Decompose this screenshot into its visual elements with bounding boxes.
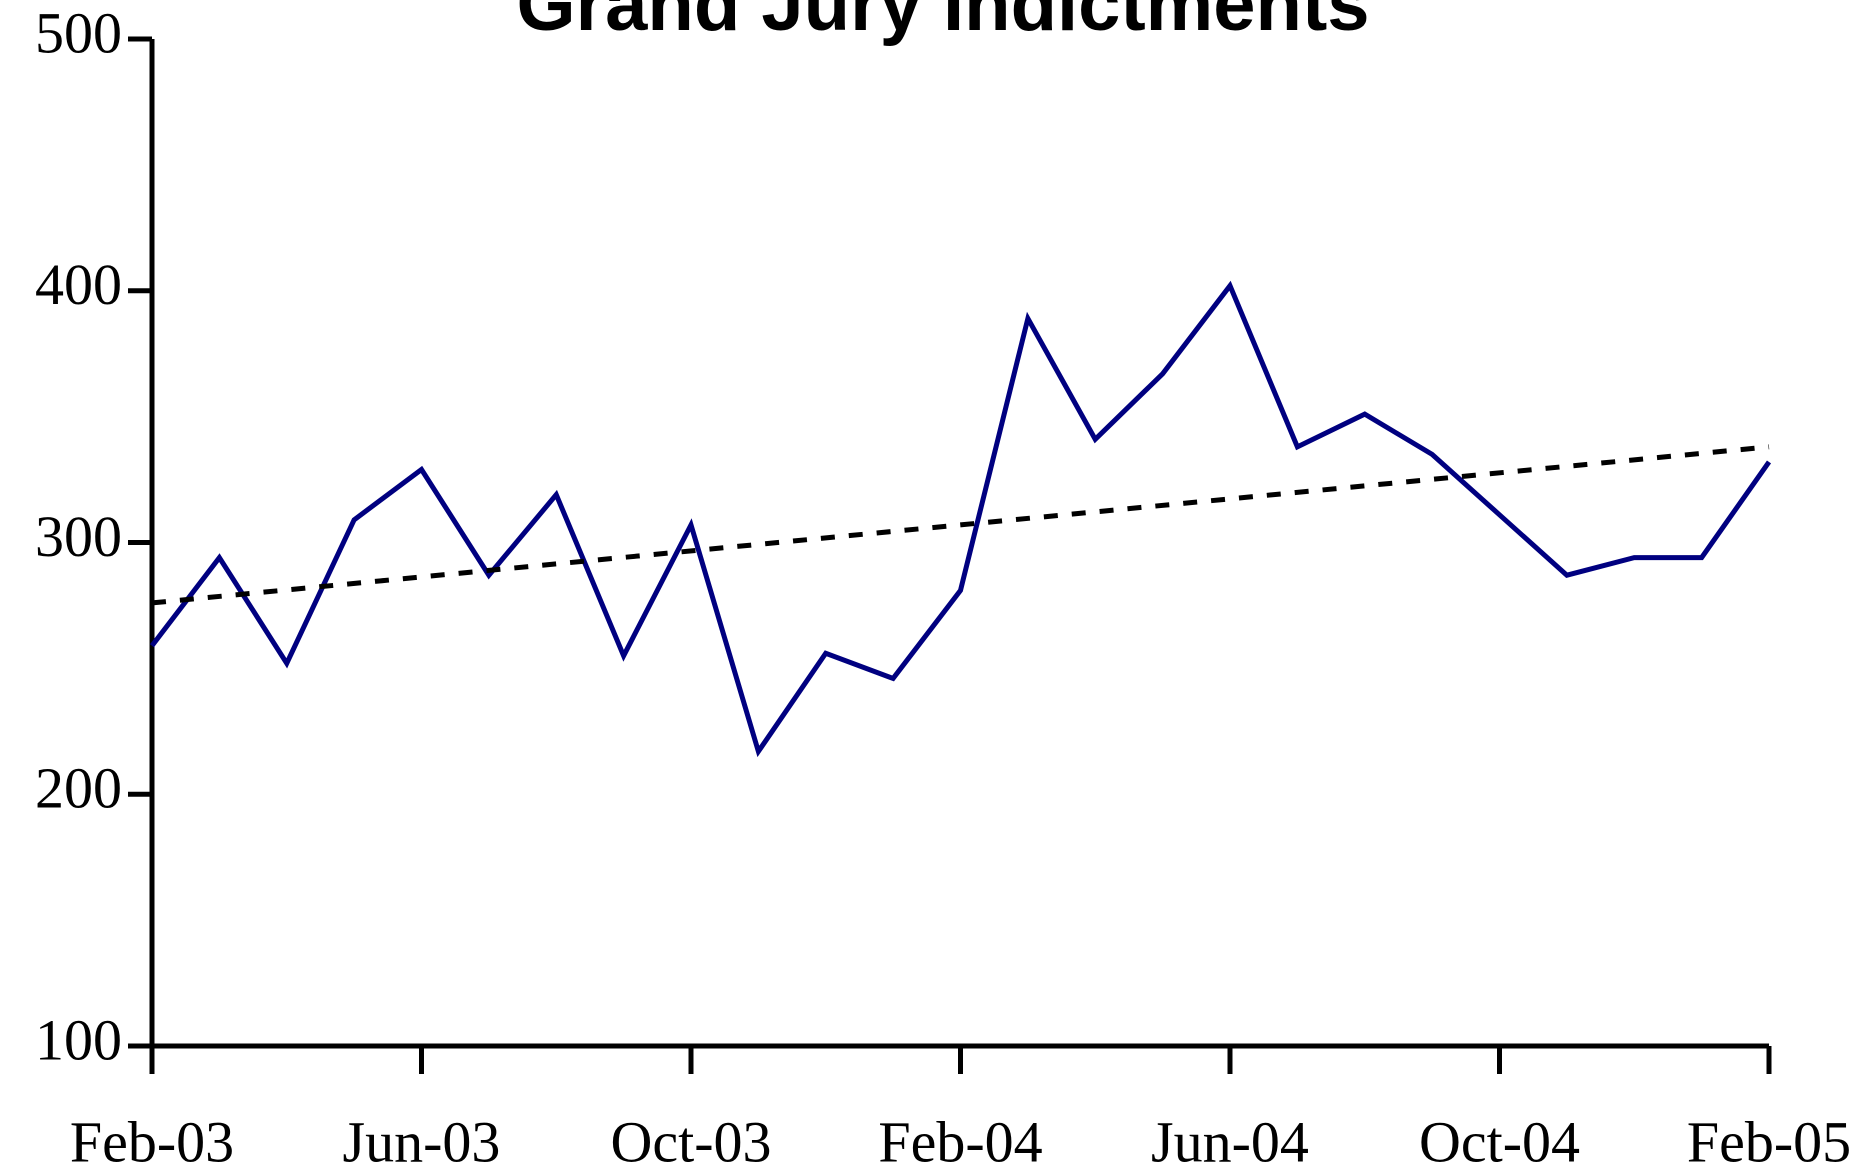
- y-tick-label: 500: [35, 0, 122, 65]
- x-tick-label: Jun-04: [1151, 1109, 1309, 1174]
- x-tick-label: Oct-04: [1419, 1109, 1580, 1174]
- y-tick-label: 100: [35, 1007, 122, 1072]
- x-tick-label: Feb-04: [878, 1109, 1042, 1174]
- x-tick-label: Oct-03: [610, 1109, 771, 1174]
- chart-title: Grand Jury Indictments: [516, 0, 1369, 47]
- y-tick-label: 200: [35, 756, 122, 821]
- x-tick-label: Jun-03: [343, 1109, 501, 1174]
- data-line: [150, 280, 1772, 758]
- y-tick-label: 300: [35, 504, 122, 569]
- y-tick-label: 400: [35, 252, 122, 317]
- x-tick-label: Feb-05: [1687, 1109, 1851, 1174]
- trend-line: [151, 444, 1770, 606]
- x-tick-label: Feb-03: [70, 1109, 234, 1174]
